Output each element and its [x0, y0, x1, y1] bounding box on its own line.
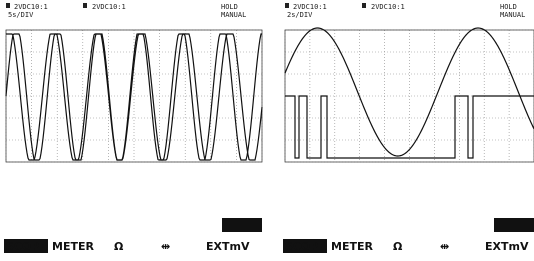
- channel-a: 2VDC10:1: [14, 3, 48, 11]
- menu-item[interactable]: EXTmV: [485, 240, 529, 253]
- channel-b: 2VDC10:1: [371, 3, 405, 11]
- scope-screenshot: 2VDC10:12VDC10:1HOLDMANUAL5s/DIVSCOPEMET…: [0, 0, 534, 261]
- timebase: 5s/DIV: [8, 11, 34, 19]
- status: HOLD: [221, 3, 238, 11]
- menu-item[interactable]: ⇹: [161, 240, 170, 253]
- function-box: [494, 218, 534, 232]
- channel-b: 2VDC10:1: [92, 3, 126, 11]
- waveform: [285, 28, 534, 156]
- mode: MANUAL: [500, 11, 525, 19]
- function-box: [222, 218, 262, 232]
- channel-icon: [285, 3, 289, 8]
- menu-item[interactable]: METER: [52, 240, 94, 253]
- status: HOLD: [500, 3, 517, 11]
- menu-item[interactable]: Ω: [393, 240, 403, 253]
- menu-item[interactable]: SCOPE: [6, 240, 47, 253]
- menu-item[interactable]: EXTmV: [206, 240, 250, 253]
- channel-icon: [83, 3, 87, 8]
- menu-item[interactable]: Ω: [114, 240, 124, 253]
- menu-item[interactable]: METER: [331, 240, 373, 253]
- channel-icon: [6, 3, 10, 8]
- timebase: 2s/DIV: [287, 11, 313, 19]
- menu-item[interactable]: ⇹: [440, 240, 449, 253]
- channel-a: 2VDC10:1: [293, 3, 327, 11]
- channel-icon: [362, 3, 366, 8]
- mode: MANUAL: [221, 11, 246, 19]
- menu-item[interactable]: SCOPE: [285, 240, 326, 253]
